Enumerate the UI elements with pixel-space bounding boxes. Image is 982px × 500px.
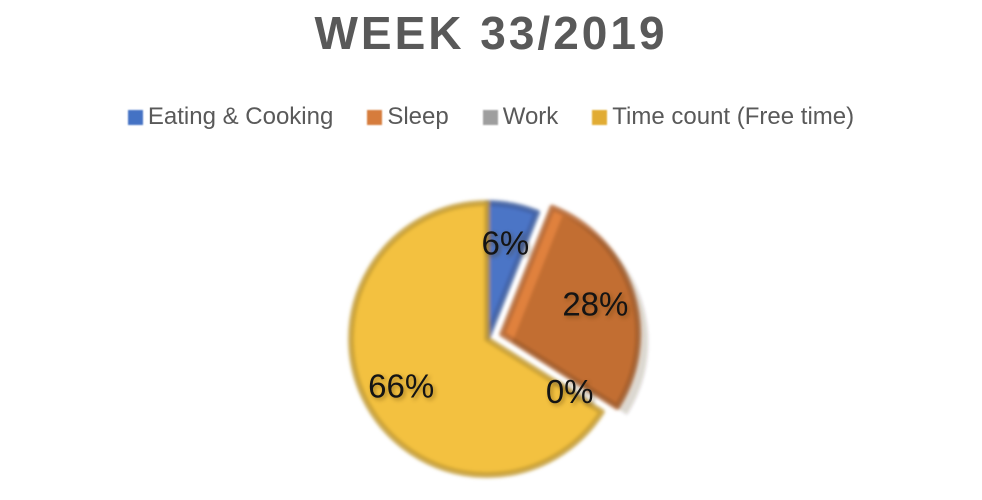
data-label-eating-cooking: 6%: [481, 224, 529, 261]
chart-title: WEEK 33/2019: [314, 7, 668, 59]
legend-swatch-sleep: [367, 109, 383, 125]
legend-swatch-work: [482, 109, 498, 125]
legend-item-work[interactable]: Work: [482, 103, 559, 131]
legend-swatch-eating-cooking: [127, 109, 143, 125]
legend-item-eating-cooking[interactable]: Eating & Cooking: [127, 103, 334, 131]
legend-swatch-time-count-free-time: [592, 109, 608, 125]
slice-inner-shadow: [512, 215, 649, 415]
data-label-sleep: 28%: [562, 285, 628, 322]
legend-label: Sleep: [387, 103, 449, 130]
legend-label: Work: [502, 103, 559, 130]
data-label-time-count-free-time: 66%: [368, 368, 434, 405]
legend-item-sleep[interactable]: Sleep: [367, 103, 449, 131]
legend-label: Time count (Free time): [612, 103, 855, 130]
data-label-work: 0%: [546, 373, 594, 410]
pie-slice-time-count-free-time[interactable]: [348, 200, 605, 478]
chart-legend: Eating & Cooking Sleep Work Time count (Fre…: [0, 103, 982, 131]
legend-item-time-count-free-time[interactable]: Time count (Free time): [592, 103, 854, 131]
legend-label: Eating & Cooking: [147, 103, 334, 130]
